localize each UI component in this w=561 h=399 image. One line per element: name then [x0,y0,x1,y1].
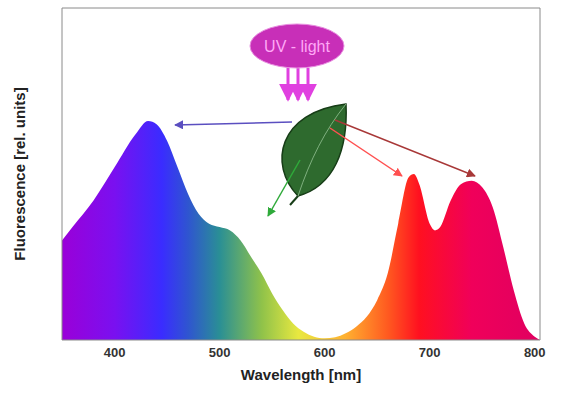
svg-text:Fluorescence [rel. units]: Fluorescence [rel. units] [11,87,28,260]
svg-text:400: 400 [104,345,126,360]
svg-text:600: 600 [314,345,336,360]
svg-text:Wavelength [nm]: Wavelength [nm] [241,366,361,383]
svg-text:800: 800 [524,345,546,360]
svg-text:UV - light: UV - light [264,38,330,55]
svg-text:700: 700 [419,345,441,360]
svg-text:500: 500 [209,345,231,360]
